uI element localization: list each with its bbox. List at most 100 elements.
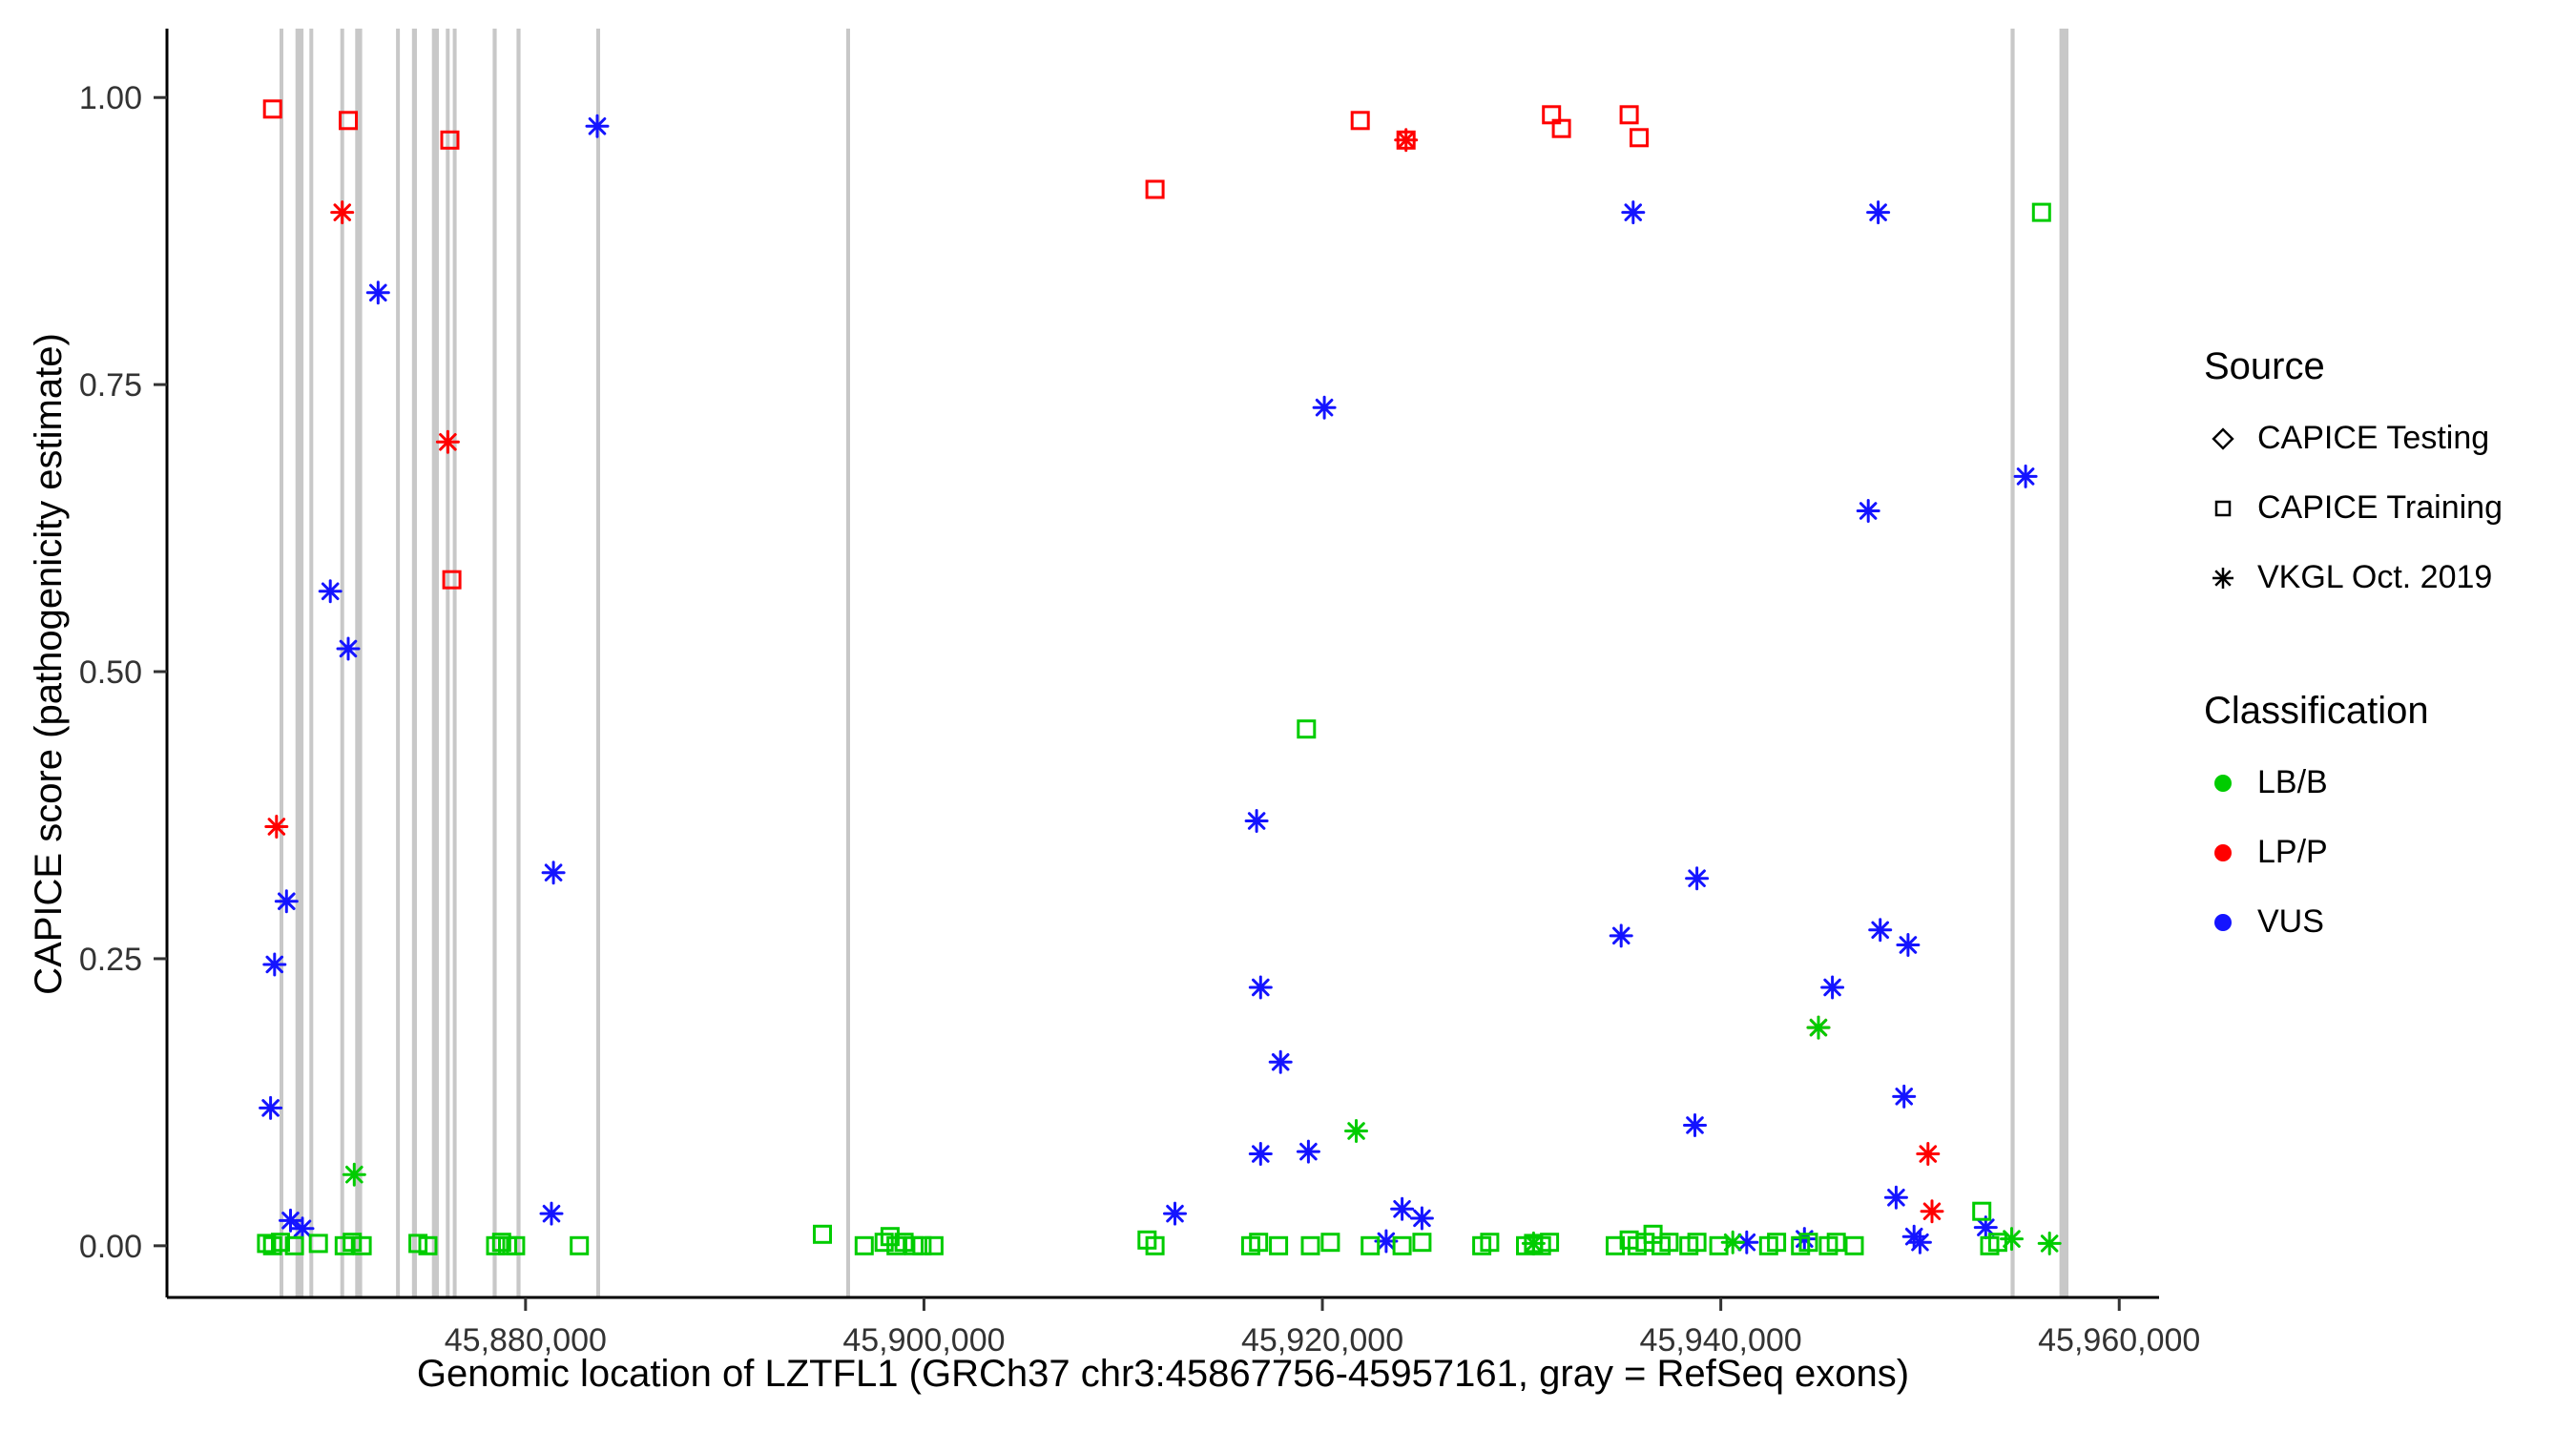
legend-label-vus: VUS — [2257, 903, 2324, 940]
refseq-exon-bar — [411, 29, 417, 1297]
asterisk-stroke — [1688, 869, 1706, 887]
point-asterisk — [1868, 918, 1893, 943]
point-asterisk — [2000, 1227, 2024, 1252]
asterisk-stroke — [1895, 1088, 1913, 1106]
diamond-shape — [2212, 426, 2234, 450]
diamond-key-icon — [2212, 426, 2234, 450]
point-asterisk — [435, 429, 460, 454]
point-asterisk — [1296, 1139, 1320, 1164]
point-square — [854, 1235, 874, 1255]
point-square — [352, 1235, 372, 1255]
point-asterisk — [1409, 1206, 1434, 1231]
legend-item-vus: VUS — [2204, 887, 2429, 957]
refseq-exon-bar — [295, 29, 304, 1297]
asterisk-stroke — [2040, 1234, 2059, 1253]
legend-item-lpp: LP/P — [2204, 818, 2429, 887]
asterisk-stroke — [1252, 978, 1270, 997]
point-square — [1844, 1235, 1864, 1255]
point-asterisk — [2013, 464, 2038, 488]
point-square — [1619, 105, 1639, 125]
point-square — [1145, 1235, 1165, 1255]
refseq-exon-bar — [846, 29, 850, 1297]
refseq-exon-bar — [596, 29, 600, 1297]
refseq-exon-bar — [446, 29, 450, 1297]
asterisk-stroke — [542, 1204, 561, 1223]
point-square — [271, 1233, 290, 1253]
point-square — [343, 1233, 363, 1253]
point-asterisk — [1248, 1142, 1273, 1166]
asterisk-stroke — [1347, 1122, 1365, 1140]
point-square — [1392, 1235, 1412, 1255]
vus-dot — [2214, 913, 2232, 931]
legend-source-group: Source CAPICE Testing CAPICE Training — [2204, 345, 2503, 612]
lpp-dot-icon — [2214, 843, 2232, 861]
point-square — [1249, 1233, 1269, 1253]
x-tick-label: 45,920,000 — [1241, 1322, 1403, 1358]
asterisk-stroke — [1871, 921, 1889, 940]
asterisk-stroke — [1271, 1053, 1290, 1071]
refseq-exon-bar — [452, 29, 457, 1297]
point-asterisk — [342, 1162, 366, 1187]
point-square — [440, 130, 460, 150]
point-square — [1300, 1235, 1320, 1255]
point-square — [308, 1234, 328, 1254]
asterisk-stroke — [1737, 1233, 1756, 1252]
point-asterisk — [1883, 1185, 1908, 1210]
point-asterisk — [336, 636, 361, 661]
point-square — [506, 1235, 526, 1255]
refseq-exon-bar — [2059, 29, 2068, 1297]
point-square — [2031, 202, 2051, 222]
point-asterisk — [1683, 1113, 1707, 1137]
legend-label-lpp: LP/P — [2257, 834, 2328, 870]
point-asterisk — [1390, 1196, 1415, 1221]
legend-item-capice-training: CAPICE Training — [2204, 473, 2503, 543]
point-asterisk — [290, 1216, 315, 1241]
point-asterisk — [1163, 1201, 1187, 1226]
point-square — [1540, 1233, 1560, 1253]
point-square — [1630, 128, 1649, 148]
legend-label-capice-testing: CAPICE Testing — [2257, 420, 2490, 456]
point-asterisk — [1896, 933, 1921, 957]
asterisk-stroke — [1624, 203, 1642, 221]
point-square — [491, 1233, 511, 1253]
asterisk-stroke — [278, 892, 296, 910]
point-square — [486, 1235, 506, 1255]
y-tick-label: 1.00 — [79, 80, 142, 116]
asterisk-stroke — [1247, 812, 1266, 830]
legend-item-lbb: LB/B — [2204, 748, 2429, 818]
point-asterisk — [1244, 809, 1269, 833]
vus-dot-icon — [2214, 913, 2232, 931]
asterisk-stroke — [1887, 1189, 1905, 1207]
point-asterisk — [1916, 1142, 1941, 1166]
point-square — [1606, 1235, 1625, 1255]
point-asterisk — [279, 1208, 302, 1233]
asterisk-stroke — [369, 283, 387, 302]
legend-classification-group: Classification LB/B LP/P VUS — [2204, 690, 2429, 957]
point-square — [1798, 1233, 1818, 1253]
point-asterisk — [264, 815, 289, 839]
y-tick-label: 0.75 — [79, 367, 142, 404]
asterisk-stroke — [1612, 926, 1631, 945]
lbb-dot — [2214, 774, 2232, 792]
point-square — [1361, 1235, 1381, 1255]
point-asterisk — [1920, 1199, 1944, 1224]
point-asterisk — [274, 889, 299, 914]
point-asterisk — [585, 114, 610, 138]
point-asterisk — [330, 200, 355, 225]
point-asterisk — [262, 952, 287, 977]
refseq-exon-bar — [2010, 29, 2015, 1297]
legend-classification-title: Classification — [2204, 690, 2429, 732]
asterisk-stroke — [544, 863, 563, 881]
point-asterisk — [1820, 975, 1845, 1000]
point-square — [1542, 105, 1562, 125]
point-asterisk — [1394, 128, 1419, 153]
point-asterisk — [1344, 1119, 1368, 1143]
point-square — [442, 570, 462, 590]
square-key-icon — [2214, 500, 2232, 516]
point-asterisk — [318, 579, 343, 604]
asterisk-stroke — [321, 582, 340, 601]
asterisk-stroke — [2016, 467, 2035, 486]
lbb-dot-icon — [2214, 774, 2232, 792]
asterisk-stroke — [588, 117, 607, 135]
point-square — [1687, 1233, 1707, 1253]
